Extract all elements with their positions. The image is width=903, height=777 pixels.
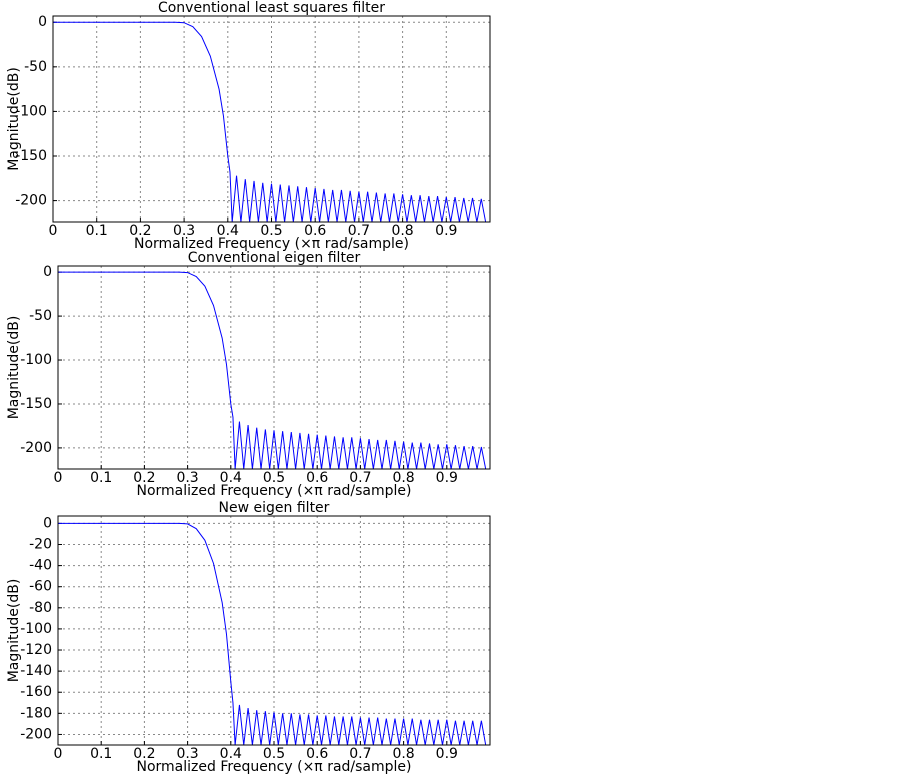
line-series xyxy=(58,271,487,469)
y-axis-label: Magnitude(dB) xyxy=(6,579,22,683)
plot-frame xyxy=(57,515,491,746)
y-tick-label: 0 xyxy=(43,515,52,531)
y-tick-label: -200 xyxy=(20,440,52,456)
y-tick-label: -50 xyxy=(29,308,52,324)
y-tick-label: -120 xyxy=(20,642,52,658)
x-tick-label: 0.3 xyxy=(176,746,198,762)
plot-area xyxy=(58,516,490,745)
x-tick-label: 0.1 xyxy=(86,223,108,239)
x-tick-label: 0.2 xyxy=(133,746,155,762)
x-tick-label: 0.2 xyxy=(133,470,155,486)
x-tick-label: 0.6 xyxy=(306,470,328,486)
x-tick-label: 0.2 xyxy=(129,223,151,239)
x-tick-label: 0.6 xyxy=(306,746,328,762)
x-tick-label: 0 xyxy=(54,746,63,762)
line-series xyxy=(53,21,487,222)
y-tick-label: -160 xyxy=(20,684,52,700)
line-series xyxy=(58,522,487,745)
chart-title: Conventional eigen filter xyxy=(188,250,361,266)
x-axis-label: Normalized Frequency (×π rad/sample) xyxy=(137,759,412,775)
chart-title: New eigen filter xyxy=(219,500,330,516)
x-tick-label: 0.8 xyxy=(392,470,414,486)
x-tick-label: 0.9 xyxy=(436,470,458,486)
x-tick-label: 0.4 xyxy=(220,746,242,762)
x-tick-label: 0.7 xyxy=(349,470,371,486)
chart-title: Conventional least squares filter xyxy=(158,0,385,16)
x-tick-label: 0.5 xyxy=(260,223,282,239)
y-tick-label: -140 xyxy=(20,663,52,679)
x-axis-label: Normalized Frequency (×π rad/sample) xyxy=(134,236,409,252)
y-axis-label: Magnitude(dB) xyxy=(6,316,22,420)
x-tick-label: 0.1 xyxy=(90,470,112,486)
x-tick-label: 0.7 xyxy=(349,746,371,762)
x-tick-label: 0.8 xyxy=(392,746,414,762)
x-tick-label: 0.6 xyxy=(304,223,326,239)
y-tick-label: -200 xyxy=(15,193,47,209)
x-tick-label: 0.5 xyxy=(263,470,285,486)
y-tick-label: -60 xyxy=(29,579,52,595)
y-tick-label: -50 xyxy=(24,59,47,75)
x-tick-label: 0.5 xyxy=(263,746,285,762)
y-tick-label: -100 xyxy=(15,103,47,119)
x-tick-label: 0.4 xyxy=(220,470,242,486)
x-tick-label: 0.9 xyxy=(436,746,458,762)
x-tick-label: 0.1 xyxy=(90,746,112,762)
x-tick-label: 0.9 xyxy=(435,223,457,239)
x-tick-label: 0 xyxy=(49,223,58,239)
x-tick-label: 0 xyxy=(54,470,63,486)
x-tick-label: 0.3 xyxy=(176,470,198,486)
y-tick-label: 0 xyxy=(43,264,52,280)
x-axis-label: Normalized Frequency (×π rad/sample) xyxy=(137,483,412,499)
y-tick-label: -80 xyxy=(29,600,52,616)
x-tick-label: 0.4 xyxy=(217,223,239,239)
y-tick-label: -180 xyxy=(20,705,52,721)
x-tick-label: 0.7 xyxy=(348,223,370,239)
y-tick-label: -20 xyxy=(29,536,52,552)
y-tick-label: -150 xyxy=(20,396,52,412)
y-tick-label: -100 xyxy=(20,621,52,637)
y-tick-label: 0 xyxy=(38,14,47,30)
x-tick-label: 0.8 xyxy=(391,223,413,239)
plot-frame xyxy=(57,265,491,470)
y-tick-label: -200 xyxy=(20,726,52,742)
y-axis-label: Magnitude(dB) xyxy=(6,67,22,171)
y-tick-label: -40 xyxy=(29,558,52,574)
y-tick-label: -150 xyxy=(15,148,47,164)
x-tick-label: 0.3 xyxy=(173,223,195,239)
subplot: 0 0.1 0.2 0.3 0.4 0.5 0.6 0.7 0.8 0.9 0 -20 -40 -60 -8… xyxy=(6,500,491,775)
y-tick-label: -100 xyxy=(20,352,52,368)
plot-frame xyxy=(52,15,491,223)
subplot: 0 0.1 0.2 0.3 0.4 0.5 0.6 0.7 0.8 0.9 0 -50 -100 -150… xyxy=(6,0,491,252)
subplot: 0 0.1 0.2 0.3 0.4 0.5 0.6 0.7 0.8 0.9 0 -50 -100 -150… xyxy=(6,250,491,499)
